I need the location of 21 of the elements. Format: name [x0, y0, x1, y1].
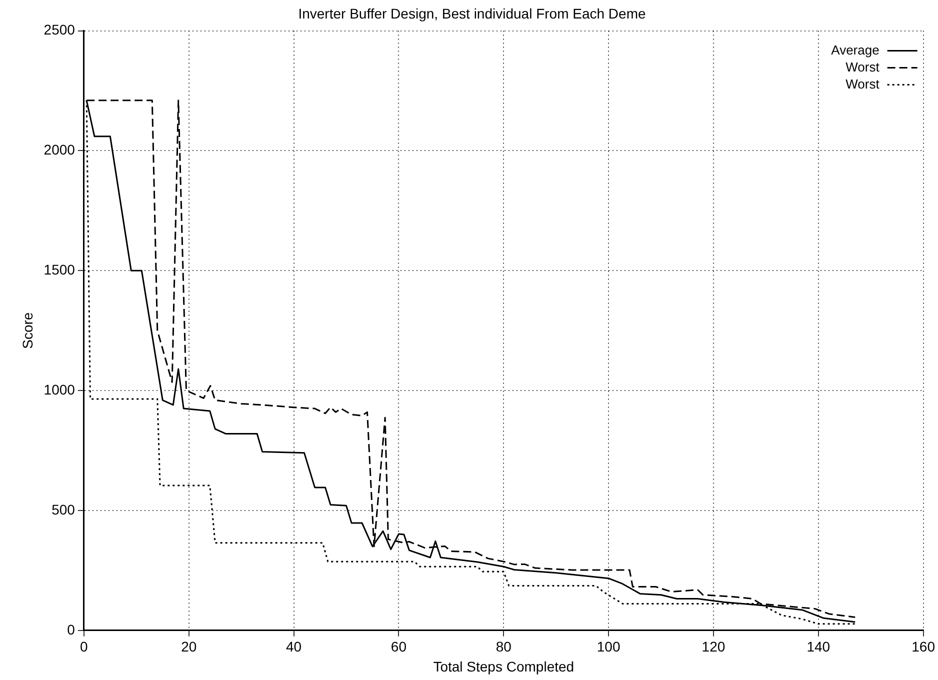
- x-tick-label: 20: [181, 638, 197, 655]
- y-tick-label: 2500: [44, 22, 76, 38]
- y-tick-label: 500: [52, 501, 76, 518]
- x-tick-label: 100: [596, 638, 620, 655]
- legend-label: Average: [831, 42, 880, 58]
- y-tick-label: 2000: [44, 142, 76, 158]
- y-tick-label: 1500: [44, 262, 76, 278]
- x-tick-label: 0: [80, 638, 88, 655]
- chart-title: Inverter Buffer Design, Best individual From Each Deme: [298, 5, 646, 22]
- x-tick-label: 140: [806, 638, 830, 655]
- x-tick-label: 160: [912, 638, 936, 655]
- legend-label: Worst: [846, 59, 880, 74]
- x-tick-label: 40: [286, 638, 302, 655]
- y-axis-title: Score: [19, 312, 36, 349]
- x-tick-label: 60: [390, 638, 407, 655]
- x-tick-label: 80: [496, 638, 512, 655]
- legend-label: Worst: [846, 76, 880, 92]
- y-tick-label: 1000: [44, 381, 76, 398]
- y-tick-label: 0: [67, 621, 76, 638]
- x-axis-title: Total Steps Completed: [433, 658, 574, 674]
- x-tick-label: 120: [702, 638, 726, 655]
